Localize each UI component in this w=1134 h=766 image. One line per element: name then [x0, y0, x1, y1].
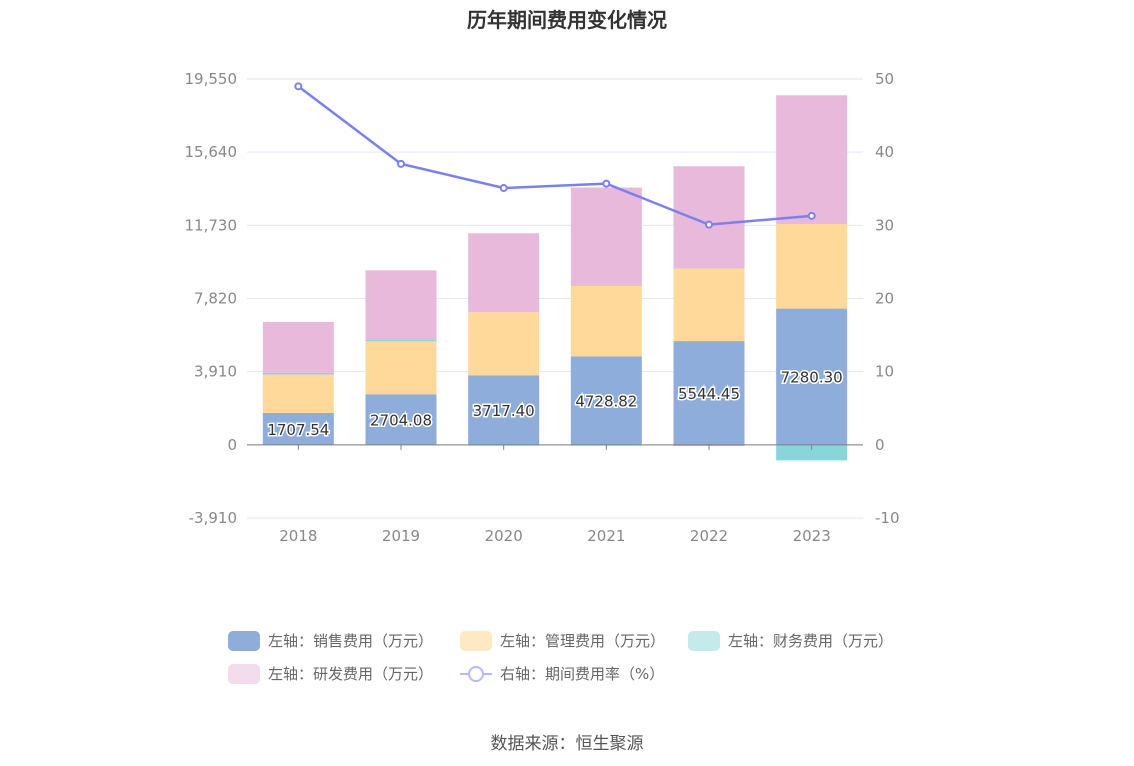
bar-data-label: 7280.30	[781, 369, 843, 387]
legend-item-finance[interactable]: 左轴：财务费用（万元）	[688, 630, 893, 651]
bar	[468, 233, 540, 313]
x-axis: 2018 2019 2020 2021 2022 2023	[247, 444, 863, 545]
left-axis-ticks: 19,550 15,640 11,730 7,820 3,910 0 -3,910	[185, 70, 238, 527]
bar	[262, 412, 334, 445]
bar-series	[262, 95, 848, 461]
bar-data-label: 2704.08	[370, 412, 432, 430]
left-tick-label: 3,910	[194, 363, 237, 381]
right-tick-label: 20	[875, 290, 894, 308]
bar	[365, 394, 437, 445]
rate-point	[499, 184, 508, 193]
rate-point	[602, 179, 611, 188]
x-tick-label: 2020	[485, 527, 523, 545]
rate-point	[807, 211, 816, 220]
legend-label-rnd: 左轴：研发费用（万元）	[268, 665, 434, 683]
legend-swatch-rnd	[228, 663, 260, 684]
bar	[570, 187, 642, 286]
x-tick-label: 2021	[587, 527, 625, 545]
bar	[365, 270, 437, 340]
legend-item-rnd[interactable]: 左轴：研发费用（万元）	[228, 663, 433, 684]
bar	[776, 444, 848, 461]
legend-label-finance: 左轴：财务费用（万元）	[728, 632, 894, 650]
bar	[468, 375, 540, 445]
right-axis-ticks: 50 40 30 20 10 0 -10	[875, 70, 900, 527]
legend-swatch-rate	[460, 664, 492, 684]
legend-swatch-sales	[228, 630, 260, 651]
right-tick-label: 10	[875, 363, 894, 381]
bar	[673, 166, 745, 269]
x-tick-label: 2022	[690, 527, 728, 545]
left-tick-label: 0	[227, 436, 237, 454]
legend-swatch-finance	[688, 630, 720, 651]
bar-data-labels: 1707.54 2704.08 3717.40 4728.82 5544.45 7280.…	[266, 367, 844, 440]
bar	[776, 95, 848, 225]
bar	[468, 312, 540, 376]
bar	[570, 285, 642, 357]
bar-data-label: 4728.82	[575, 393, 637, 411]
bar	[673, 341, 745, 445]
bar	[776, 224, 848, 309]
x-tick-label: 2019	[382, 527, 420, 545]
bar	[262, 321, 334, 373]
bar	[365, 339, 437, 342]
x-tick-label: 2023	[793, 527, 831, 545]
bar	[262, 372, 334, 375]
grid-lines	[247, 78, 863, 519]
left-tick-label: 11,730	[185, 216, 238, 234]
bar	[365, 341, 437, 395]
x-tick-label: 2018	[279, 527, 317, 545]
right-tick-label: 0	[875, 436, 885, 454]
bar-data-label: 1707.54	[267, 421, 329, 439]
bar-data-label: 3717.40	[473, 402, 535, 420]
legend-item-admin[interactable]: 左轴：管理费用（万元）	[460, 630, 665, 651]
source-note: 数据来源：恒生聚源	[490, 734, 644, 754]
right-tick-label: 50	[875, 70, 894, 88]
left-tick-label: 15,640	[185, 143, 238, 161]
rate-point	[294, 82, 303, 91]
legend-swatch-admin	[460, 630, 492, 651]
legend-label-rate: 右轴：期间费用率（%）	[500, 665, 665, 683]
right-tick-label: 40	[875, 143, 894, 161]
right-tick-label: 30	[875, 216, 894, 234]
legend-label-admin: 左轴：管理费用（万元）	[500, 632, 666, 650]
rate-point	[705, 220, 713, 229]
left-tick-label: 19,550	[185, 70, 238, 88]
bar	[776, 308, 848, 445]
left-tick-label: 7,820	[194, 290, 237, 308]
bar	[570, 356, 642, 445]
legend-label-sales: 左轴：销售费用（万元）	[268, 632, 434, 650]
bar	[673, 268, 745, 342]
rate-line-series	[294, 82, 816, 229]
rate-line	[297, 85, 812, 226]
legend-item-sales[interactable]: 左轴：销售费用（万元）	[228, 630, 433, 651]
legend-item-rate[interactable]: 右轴：期间费用率（%）	[460, 663, 664, 684]
bar	[262, 374, 334, 413]
rate-point	[397, 159, 405, 168]
right-tick-label: -10	[875, 509, 900, 527]
left-tick-label: -3,910	[189, 509, 237, 527]
bar-data-label: 5544.45	[678, 385, 740, 403]
chart-title: 历年期间费用变化情况	[467, 8, 667, 32]
